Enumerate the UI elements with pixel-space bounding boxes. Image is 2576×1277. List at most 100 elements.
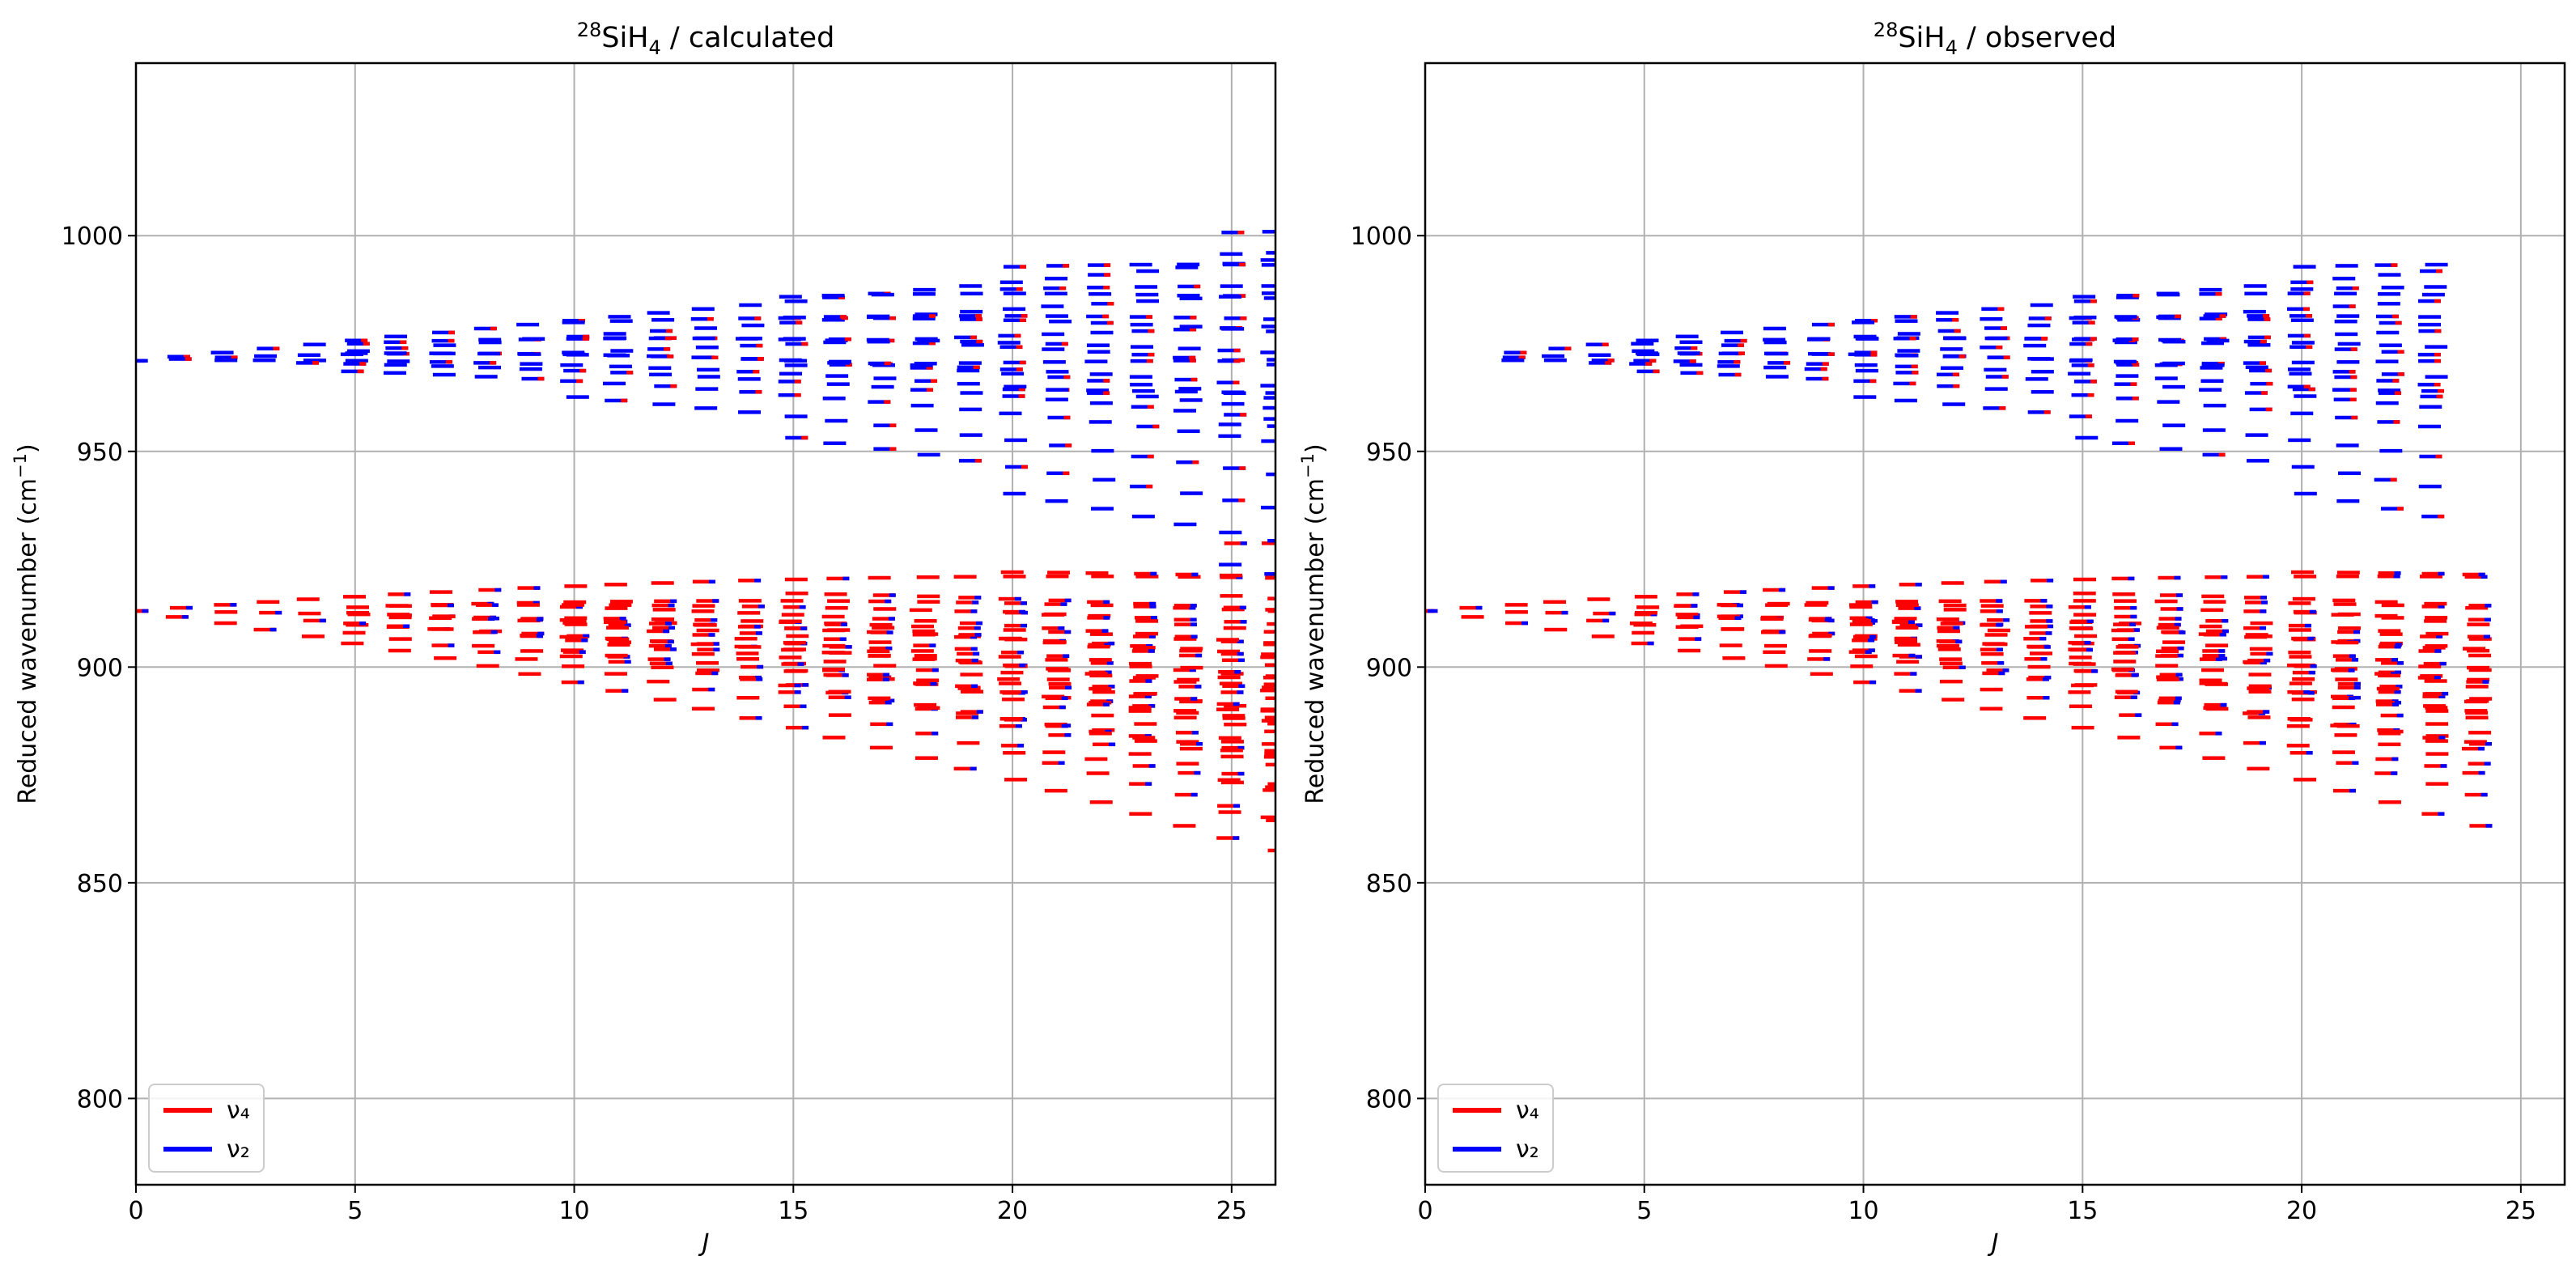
level-overlap-v2: [1016, 367, 1023, 371]
level-overlap-v4: [754, 579, 762, 583]
level-v2: [739, 390, 762, 394]
level-v2: [1223, 466, 1246, 470]
level-v4: [780, 599, 804, 603]
level-v4: [2418, 664, 2442, 668]
level-v4: [1224, 541, 1247, 545]
level-overlap-v2: [2215, 316, 2222, 320]
level-v4: [914, 702, 937, 707]
level-v2: [1220, 252, 1243, 257]
level-v4: [1004, 601, 1027, 605]
level-v2: [429, 360, 452, 364]
level-overlap-v4: [1191, 572, 1199, 577]
level-overlap-v2: [2001, 375, 2009, 379]
level-v4: [961, 689, 984, 694]
level-v2: [2338, 471, 2362, 476]
level-overlap-v2: [2090, 299, 2097, 303]
level-overlap-v4: [1284, 722, 1290, 726]
level-v2: [2162, 361, 2185, 366]
level-v2: [2421, 292, 2445, 297]
level-overlap-v4: [708, 579, 715, 584]
level-overlap-v2: [312, 361, 319, 365]
level-overlap-v2: [1689, 359, 1696, 363]
level-v4: [474, 630, 498, 634]
level-v2: [343, 362, 367, 366]
level-v2: [2199, 388, 2222, 392]
data-marks: [136, 230, 1290, 853]
level-v4: [2332, 705, 2355, 710]
level-overlap-v2: [1019, 360, 1026, 365]
level-v2: [651, 318, 675, 322]
level-v4: [1131, 649, 1155, 653]
level-v2: [2027, 323, 2051, 328]
level-v2: [2381, 372, 2404, 376]
level-overlap-v2: [2349, 304, 2356, 308]
level-overlap-v2: [1016, 345, 1023, 350]
level-overlap-v2: [1103, 391, 1110, 395]
level-v2: [1261, 284, 1275, 288]
level-overlap-v4: [2086, 647, 2093, 652]
level-v4: [1175, 572, 1199, 577]
level-v4: [2336, 640, 2359, 645]
level-v4: [2425, 706, 2448, 710]
level-overlap-v2: [2349, 370, 2356, 374]
level-v4: [1174, 792, 1198, 797]
level-v4: [2246, 575, 2269, 579]
level-overlap-v4: [883, 672, 890, 677]
level-overlap-v4: [970, 609, 978, 613]
level-v4: [1261, 719, 1275, 723]
level-v2: [2419, 454, 2442, 459]
level-v2: [478, 365, 502, 370]
level-v2: [167, 354, 190, 359]
level-v2: [473, 361, 497, 365]
level-v4: [1134, 616, 1157, 620]
level-v4: [2070, 626, 2094, 630]
level-v2: [866, 337, 889, 342]
level-v2: [1940, 366, 1963, 371]
y-tick-label: 1000: [62, 223, 123, 251]
level-v4: [916, 575, 940, 579]
level-v4: [604, 583, 627, 587]
y-label-tail: ): [1301, 443, 1330, 453]
level-v2: [1261, 505, 1275, 510]
level-v4: [957, 651, 980, 656]
level-overlap-v2: [1276, 384, 1283, 388]
level-overlap-v2: [928, 314, 936, 318]
level-overlap-v4: [494, 588, 502, 592]
axes-frame: [1424, 62, 2566, 1186]
level-v4: [1980, 706, 2003, 711]
level-v4: [429, 590, 452, 594]
level-v4: [2468, 617, 2491, 622]
level-overlap-v4: [1959, 665, 1966, 669]
level-v4: [341, 641, 364, 646]
level-overlap-v4: [886, 630, 893, 634]
level-v2: [910, 363, 933, 367]
level-v2: [610, 371, 634, 375]
level-v4: [1173, 604, 1197, 608]
level-overlap-v2: [1740, 338, 1747, 343]
level-v2: [562, 320, 585, 325]
level-v4: [564, 622, 588, 626]
level-overlap-v4: [2438, 694, 2446, 698]
level-v2: [1135, 292, 1159, 297]
level-v2: [785, 435, 808, 440]
level-v4: [1216, 836, 1240, 840]
level-v2: [2157, 400, 2180, 404]
level-v2: [2336, 498, 2360, 503]
level-v2: [2117, 317, 2141, 322]
level-v4: [824, 592, 847, 596]
level-overlap-v4: [842, 576, 850, 581]
level-v4: [917, 706, 940, 711]
level-v2: [1219, 295, 1242, 299]
level-v2: [917, 452, 940, 457]
level-overlap-v2: [1190, 316, 1197, 320]
level-overlap-v4: [579, 650, 586, 654]
level-v2: [825, 418, 848, 423]
level-v4: [2332, 598, 2356, 603]
y-label-tail: ): [14, 443, 42, 453]
level-overlap-v2: [2259, 361, 2266, 365]
level-v2: [605, 398, 628, 403]
level-overlap-v4: [2045, 631, 2052, 635]
level-v4: [1129, 782, 1152, 786]
level-v2: [2245, 365, 2268, 370]
level-overlap-v4: [664, 657, 671, 661]
